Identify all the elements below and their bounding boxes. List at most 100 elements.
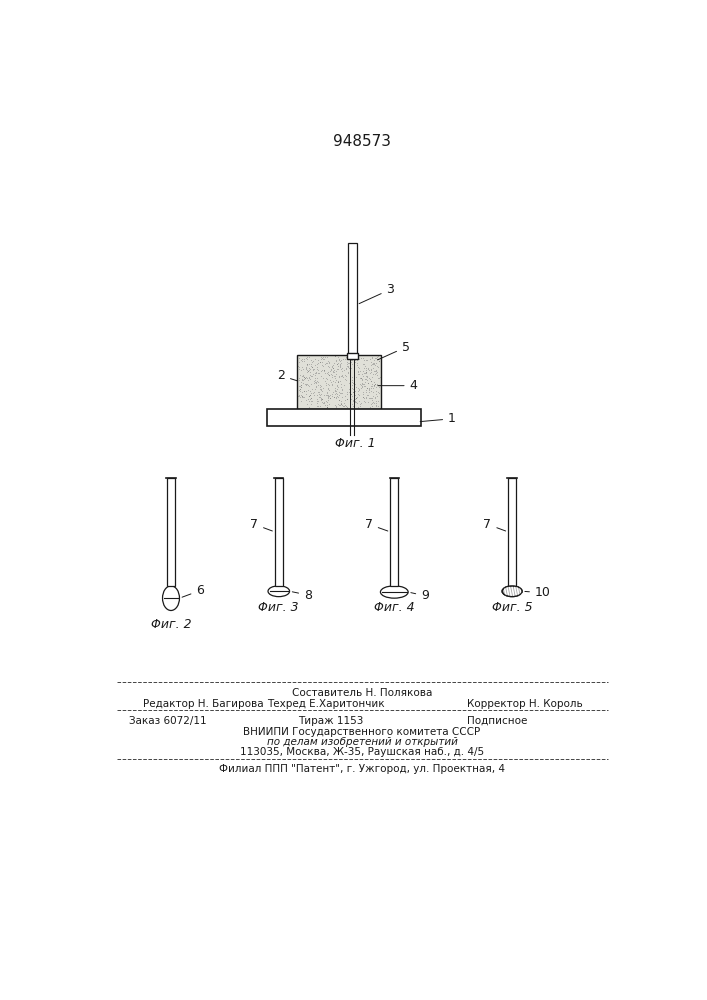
Text: 7: 7: [365, 518, 388, 531]
Point: [337, 397, 348, 413]
Point: [326, 369, 337, 385]
Point: [349, 394, 361, 410]
Point: [359, 378, 370, 394]
Point: [370, 365, 382, 381]
Point: [335, 356, 346, 372]
Point: [348, 392, 359, 408]
Point: [330, 399, 341, 415]
Point: [363, 370, 375, 386]
Point: [303, 378, 314, 394]
Point: [359, 394, 370, 410]
Point: [324, 355, 335, 371]
Point: [315, 389, 326, 405]
Point: [344, 379, 356, 395]
Point: [328, 389, 339, 405]
Point: [351, 351, 362, 367]
Point: [366, 378, 378, 394]
Point: [327, 386, 338, 402]
Point: [370, 355, 382, 371]
Point: [334, 353, 346, 369]
Point: [329, 368, 341, 384]
Point: [334, 357, 346, 373]
Point: [315, 349, 326, 365]
Point: [335, 396, 346, 412]
Point: [297, 389, 308, 405]
Point: [305, 356, 317, 372]
Point: [351, 369, 362, 385]
Point: [332, 349, 344, 365]
Point: [331, 372, 342, 388]
Point: [367, 392, 378, 408]
Point: [305, 361, 316, 377]
Point: [334, 385, 346, 401]
Point: [322, 388, 334, 404]
Ellipse shape: [380, 586, 408, 598]
Point: [294, 378, 305, 394]
Point: [332, 379, 344, 395]
Bar: [346, 353, 358, 359]
Point: [312, 361, 323, 377]
Point: [312, 384, 324, 400]
Point: [343, 365, 354, 381]
Point: [366, 378, 377, 394]
Point: [307, 361, 318, 377]
Point: [316, 391, 327, 407]
Point: [349, 390, 360, 406]
Point: [330, 363, 341, 379]
Point: [301, 357, 312, 373]
Point: [334, 392, 345, 408]
Point: [294, 381, 305, 397]
Point: [328, 355, 339, 371]
Point: [332, 378, 343, 394]
Point: [347, 392, 358, 408]
Point: [322, 376, 334, 392]
Point: [296, 362, 307, 378]
Text: Составитель Н. Полякова: Составитель Н. Полякова: [292, 688, 432, 698]
Text: Корректор Н. Король: Корректор Н. Король: [467, 699, 583, 709]
Point: [350, 376, 361, 392]
Point: [369, 377, 380, 393]
Point: [367, 390, 378, 406]
Point: [312, 393, 323, 409]
Point: [372, 348, 383, 364]
Point: [327, 360, 339, 376]
Point: [315, 379, 326, 395]
Text: Заказ 6072/11: Заказ 6072/11: [129, 716, 206, 726]
Point: [308, 373, 320, 389]
Point: [371, 364, 382, 380]
Point: [323, 377, 334, 393]
Point: [323, 367, 334, 383]
Point: [357, 384, 368, 400]
Point: [344, 360, 355, 376]
Point: [329, 368, 340, 384]
Point: [362, 352, 373, 368]
Text: 10: 10: [525, 586, 551, 599]
Text: Тираж 1153: Тираж 1153: [298, 716, 363, 726]
Point: [356, 379, 368, 395]
Point: [321, 397, 332, 413]
Point: [346, 388, 358, 404]
Point: [373, 359, 384, 375]
Point: [349, 387, 361, 403]
Point: [347, 384, 358, 400]
Point: [309, 367, 320, 383]
Point: [335, 352, 346, 368]
Point: [293, 358, 304, 374]
Point: [369, 389, 380, 405]
Point: [344, 356, 356, 372]
Point: [305, 352, 316, 368]
Point: [296, 393, 307, 409]
Point: [309, 374, 320, 390]
Point: [370, 357, 381, 373]
Text: 6: 6: [182, 584, 204, 597]
Point: [365, 390, 376, 406]
Point: [325, 374, 337, 390]
Point: [341, 358, 353, 374]
Point: [367, 398, 378, 414]
Point: [321, 355, 332, 371]
Point: [361, 364, 372, 380]
Point: [300, 376, 311, 392]
Point: [295, 367, 306, 383]
Text: 9: 9: [411, 589, 429, 602]
Point: [334, 358, 345, 374]
